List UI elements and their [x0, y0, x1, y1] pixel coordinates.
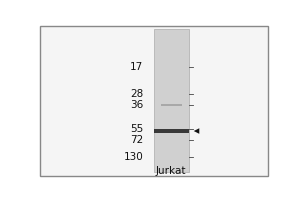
Bar: [161, 104, 182, 106]
Text: 36: 36: [130, 100, 143, 110]
Text: 17: 17: [130, 62, 143, 72]
Text: 72: 72: [130, 135, 143, 145]
Text: 130: 130: [124, 152, 143, 162]
Bar: [154, 29, 189, 172]
Text: 28: 28: [130, 89, 143, 99]
Bar: [154, 129, 189, 133]
Text: 55: 55: [130, 124, 143, 134]
Text: Jurkat: Jurkat: [156, 166, 186, 176]
